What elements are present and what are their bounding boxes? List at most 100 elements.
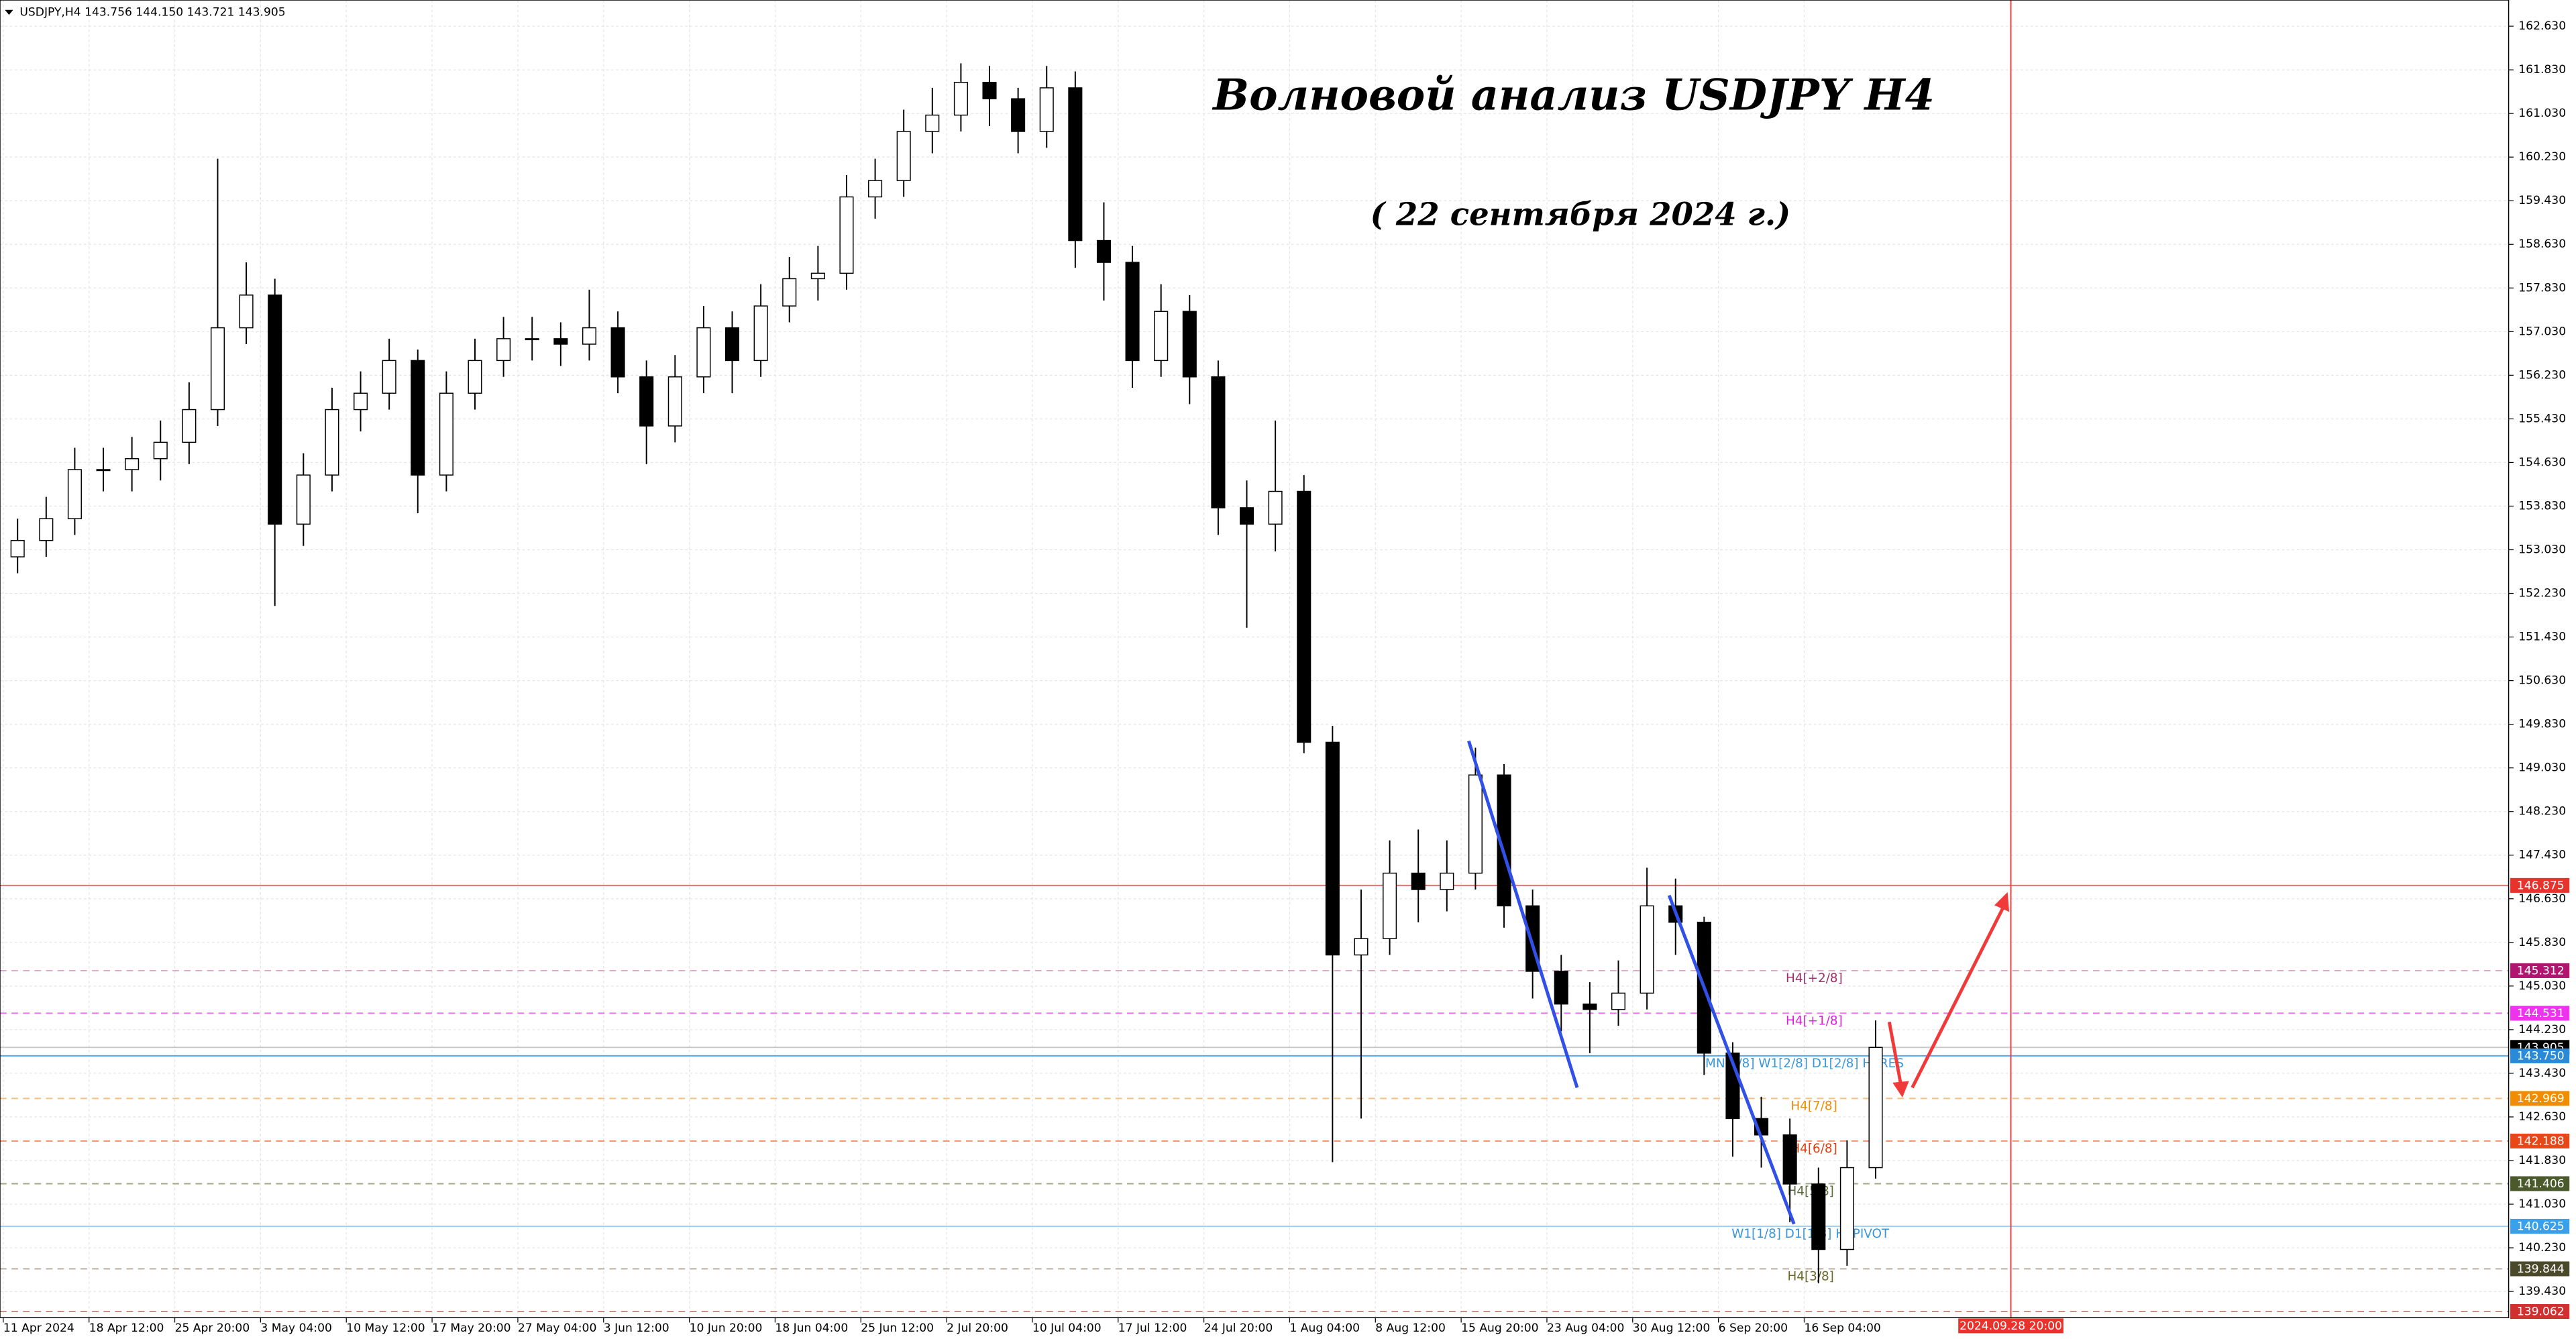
candle-body: [153, 441, 168, 460]
candle-body: [39, 518, 54, 541]
candle-body: [724, 327, 740, 362]
level-label: H4[3/8]: [1787, 1270, 1833, 1284]
candle-body: [1497, 774, 1511, 907]
arrow-shaft: [1887, 1021, 1902, 1085]
candle-body: [182, 409, 197, 443]
price-tag: [2510, 1261, 2570, 1277]
level-label: MN[7/8] W1[2/8] D1[2/8] H4RES: [1705, 1057, 1904, 1071]
price-tag-label: 139.062: [2517, 1305, 2565, 1319]
candle-body: [639, 376, 654, 427]
y-tick-label: 145.830: [2518, 936, 2566, 949]
y-tick-label: 149.030: [2518, 761, 2566, 775]
header: USDJPY,H4 143.756 144.150 143.721 143.90…: [19, 5, 285, 19]
candle-body: [1554, 971, 1568, 1005]
x-tick-label: 11 Apr 2024: [3, 1322, 74, 1335]
grid: [0, 0, 2509, 1318]
level-label: W1[1/8] D1[1/8] H4PIVOT: [1731, 1227, 1890, 1241]
price-tag-label: 140.625: [2517, 1220, 2565, 1234]
x-tick-label: 2 Jul 20:00: [947, 1322, 1008, 1335]
y-tick-label: 161.030: [2518, 107, 2566, 120]
x-tick-label: 25 Apr 20:00: [175, 1322, 250, 1335]
candle-body: [1011, 98, 1026, 132]
y-tick-label: 151.430: [2518, 631, 2566, 644]
y-tick-label: 143.430: [2518, 1067, 2566, 1080]
candle-body: [1383, 872, 1397, 939]
price-tag: [2510, 877, 2570, 893]
candle-body: [1440, 872, 1454, 890]
price-tag-label: 142.188: [2517, 1135, 2565, 1148]
candle-body: [1154, 311, 1169, 362]
y-tick-label: 162.630: [2518, 19, 2566, 33]
candle-body: [610, 327, 625, 378]
y-tick-label: 139.430: [2518, 1285, 2566, 1298]
x-tick-label: 6 Sep 20:00: [1719, 1322, 1788, 1335]
candle-body: [868, 180, 883, 198]
candle-body: [10, 539, 25, 557]
candle-body: [439, 392, 453, 476]
candle-body: [982, 82, 997, 99]
price-tag-label: 144.531: [2517, 1007, 2565, 1020]
y-tick-label: 141.030: [2518, 1197, 2566, 1211]
candle-body: [1096, 239, 1112, 263]
y-tick-label: 158.630: [2518, 237, 2566, 251]
forecast-arrow: [1887, 892, 2010, 1097]
price-tag-label: 146.875: [2517, 879, 2565, 893]
price-tag: [2510, 1303, 2570, 1320]
x-tick-label: 23 Aug 04:00: [1547, 1322, 1624, 1335]
y-tick-label: 152.230: [2518, 587, 2566, 600]
y-tick-label: 140.230: [2518, 1241, 2566, 1254]
candle-body: [268, 294, 282, 525]
candle-body: [1640, 905, 1654, 994]
candle-body: [325, 409, 339, 476]
price-tag: [2510, 963, 2570, 978]
candle-body: [1268, 490, 1283, 525]
candle-body: [1211, 376, 1226, 508]
x-tick-label: 17 May 20:00: [432, 1322, 511, 1335]
y-tick-label: 146.630: [2518, 892, 2566, 906]
y-tick-label: 149.830: [2518, 718, 2566, 731]
x-tick-label: 10 Jul 04:00: [1032, 1322, 1102, 1335]
y-tick-label: 157.830: [2518, 281, 2566, 294]
menu-arrow: [5, 9, 13, 15]
x-tick-label: 24 Jul 20:00: [1204, 1322, 1273, 1335]
x-tick-label: 30 Aug 12:00: [1633, 1322, 1710, 1335]
candle-body: [1068, 87, 1083, 242]
candle-body: [125, 458, 140, 470]
candle-body: [1240, 507, 1254, 525]
candle-body: [468, 360, 482, 394]
chart-title: Волновой анализ USDJPY H4: [1212, 70, 1935, 120]
x-tick-label: 1 Aug 04:00: [1289, 1322, 1360, 1335]
arrow-head: [1892, 1081, 1909, 1097]
y-tick-label: 159.430: [2518, 194, 2566, 207]
price-tag: [2510, 1133, 2570, 1148]
candle-body: [1611, 992, 1626, 1010]
candle-body: [1839, 1167, 1854, 1250]
x-tick-label: 17 Jul 12:00: [1118, 1322, 1187, 1335]
candle-body: [1297, 490, 1311, 743]
candle-body: [1411, 872, 1426, 890]
future-date: 2024.09.28 20:00: [1960, 1320, 2062, 1333]
levels: H4[+2/8] H4[+1/8] MN[7/8] W1[2/8] D1[2/8] …: [0, 884, 2509, 1312]
candle-body: [411, 360, 425, 476]
candle-body: [1468, 774, 1483, 874]
x-tick-label: 3 Jun 12:00: [604, 1322, 669, 1335]
candle-body: [1182, 311, 1197, 378]
candle-body: [1125, 262, 1140, 362]
candle-body: [1039, 87, 1054, 132]
candle-body: [753, 305, 768, 362]
candle-body: [354, 392, 368, 411]
price-tag: [2510, 1091, 2570, 1106]
candle-body: [1325, 741, 1340, 956]
price-tag-label: 139.844: [2517, 1263, 2565, 1276]
x-tick-label: 18 Jun 04:00: [775, 1322, 848, 1335]
x-tick-label: 16 Sep 04:00: [1804, 1322, 1880, 1335]
candle-body: [553, 338, 568, 345]
y-tick-label: 157.030: [2518, 325, 2566, 338]
candle-body: [1868, 1047, 1883, 1169]
candle-body: [782, 278, 797, 307]
candle-body: [496, 338, 511, 362]
x-tick-label: 10 Jun 20:00: [690, 1322, 763, 1335]
trend-line: [1667, 894, 1796, 1225]
